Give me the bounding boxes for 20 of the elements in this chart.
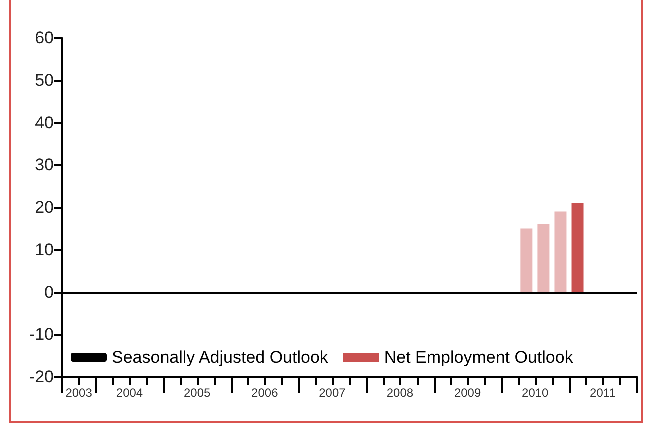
legend-label: Net Employment Outlook bbox=[384, 348, 574, 367]
y-tick-label: 30 bbox=[35, 156, 54, 175]
x-tick-label: 2007 bbox=[319, 386, 346, 400]
x-tick-label: 2009 bbox=[454, 386, 482, 400]
x-tick-label: 2003 bbox=[66, 386, 93, 400]
x-tick-label: 2004 bbox=[116, 386, 144, 400]
y-tick-label: 20 bbox=[35, 198, 54, 217]
x-tick-label: 2010 bbox=[522, 386, 550, 400]
y-tick-label: 60 bbox=[35, 28, 54, 48]
y-tick-label: 10 bbox=[35, 240, 54, 260]
legend-label: Seasonally Adjusted Outlook bbox=[112, 348, 329, 367]
x-tick-label: 2006 bbox=[252, 386, 279, 400]
x-tick-label: 2008 bbox=[386, 386, 414, 400]
y-tick-label: 0 bbox=[44, 282, 54, 302]
y-tick-label: 40 bbox=[35, 113, 54, 132]
y-tick-label: 50 bbox=[35, 70, 54, 90]
x-tick-label: 2011 bbox=[590, 386, 616, 400]
x-tick-label: 2005 bbox=[184, 386, 211, 400]
y-tick-label: -10 bbox=[29, 325, 54, 344]
y-tick-label: -20 bbox=[29, 368, 54, 386]
